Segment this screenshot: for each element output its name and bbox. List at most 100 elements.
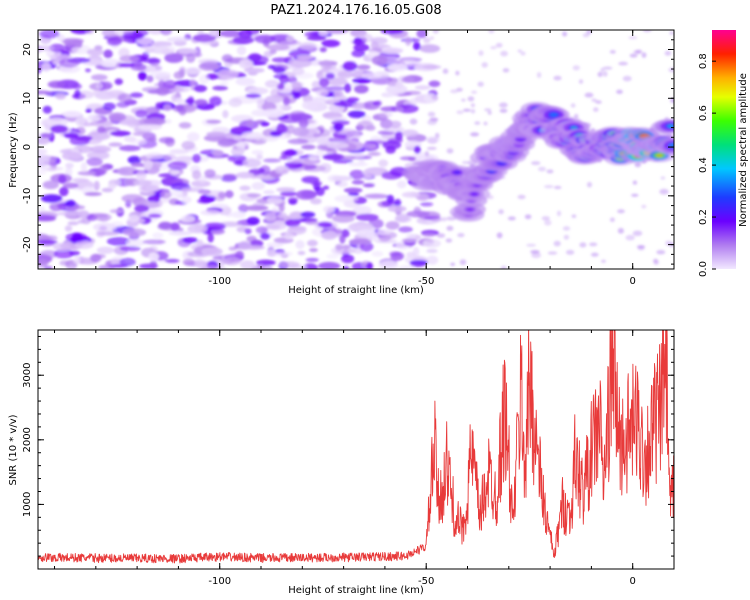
noise-blob [342, 266, 350, 269]
noise-blob [419, 44, 441, 53]
noise-blob [206, 119, 222, 124]
noise-blob [148, 252, 160, 262]
noise-blob [219, 30, 242, 38]
noise-blob [426, 249, 438, 253]
noise-blob [38, 170, 47, 175]
noise-blob [579, 242, 587, 248]
noise-blob [146, 75, 154, 83]
noise-blob [93, 180, 100, 191]
noise-blob [116, 101, 130, 108]
noise-blob [123, 136, 137, 143]
noise-blob [47, 167, 57, 172]
noise-blob [320, 59, 333, 70]
colorbar-gradient [712, 30, 736, 269]
noise-blob [290, 110, 306, 118]
noise-blob [287, 157, 304, 164]
spectrogram-signal-ridge [401, 101, 674, 222]
noise-blob [420, 202, 434, 207]
noise-blob [364, 140, 387, 145]
noise-blob [553, 240, 561, 247]
ridge-blob [470, 192, 478, 197]
noise-blob [586, 30, 592, 35]
noise-blob [325, 30, 349, 34]
noise-blob [306, 36, 327, 41]
noise-blob [423, 93, 437, 103]
noise-blob [288, 197, 298, 203]
noise-blob [210, 203, 229, 209]
noise-blob [357, 64, 371, 70]
snr-y-axis-label: SNR (10 * v/v) [8, 414, 19, 485]
noise-blob [218, 191, 226, 199]
noise-blob [578, 79, 584, 84]
noise-blob [428, 80, 441, 88]
noise-blob [312, 96, 328, 104]
noise-blob [123, 228, 147, 237]
noise-blob [524, 214, 532, 220]
noise-blob [292, 91, 301, 100]
noise-blob [571, 214, 577, 218]
noise-blob [352, 78, 372, 84]
noise-blob [378, 261, 399, 269]
noise-blob [45, 117, 68, 128]
noise-blob [138, 124, 162, 131]
noise-blob [134, 205, 150, 213]
noise-blob [160, 190, 172, 199]
noise-blob [39, 250, 58, 259]
noise-blob [266, 196, 283, 205]
noise-blob [502, 68, 510, 73]
noise-blob [248, 53, 262, 62]
noise-blob [333, 123, 344, 132]
noise-blob [64, 225, 73, 232]
noise-blob [147, 30, 165, 35]
noise-blob [553, 75, 562, 81]
noise-blob [380, 30, 404, 35]
noise-blob [217, 69, 239, 80]
noise-blob [209, 30, 218, 37]
noise-blob [235, 77, 256, 86]
noise-blob [71, 83, 83, 90]
noise-blob [279, 40, 302, 46]
noise-blob [477, 81, 484, 87]
noise-blob [395, 106, 404, 112]
noise-blob [322, 185, 330, 190]
noise-blob [487, 110, 492, 115]
noise-blob [261, 108, 285, 118]
noise-blob [233, 134, 244, 141]
noise-blob [394, 198, 402, 207]
noise-blob [387, 205, 407, 213]
noise-blob [382, 48, 403, 54]
noise-blob [385, 221, 400, 230]
noise-blob [317, 221, 333, 228]
colorbar-ticks: 0.0 0.2 0.4 0.6 0.8 [698, 53, 716, 277]
noise-blob [141, 58, 161, 64]
noise-blob [85, 30, 95, 34]
noise-blob [325, 72, 335, 80]
noise-blob [129, 92, 143, 98]
noise-blob [602, 71, 608, 77]
noise-blob [149, 71, 172, 77]
noise-blob [430, 89, 437, 93]
noise-blob [276, 187, 296, 193]
noise-blob [97, 126, 106, 133]
noise-blob [97, 231, 119, 236]
noise-blob [471, 90, 478, 94]
noise-blob [595, 100, 602, 104]
noise-blob [59, 58, 80, 68]
noise-blob [333, 100, 358, 107]
snr-frame [37, 329, 675, 570]
colorbar-tick-label: 0.8 [698, 53, 709, 69]
noise-blob [283, 232, 295, 240]
noise-blob [86, 151, 110, 160]
noise-blob [367, 152, 381, 156]
noise-blob [130, 63, 147, 71]
spectrogram-x-axis-label: Height of straight line (km) [288, 285, 424, 296]
noise-blob [405, 36, 412, 46]
noise-blob [96, 246, 115, 254]
noise-blob [664, 50, 672, 56]
noise-blob [187, 132, 200, 142]
noise-blob [239, 185, 251, 191]
noise-blob [353, 43, 370, 52]
noise-blob [609, 50, 616, 54]
noise-blob [207, 233, 214, 243]
noise-blob [251, 150, 264, 155]
